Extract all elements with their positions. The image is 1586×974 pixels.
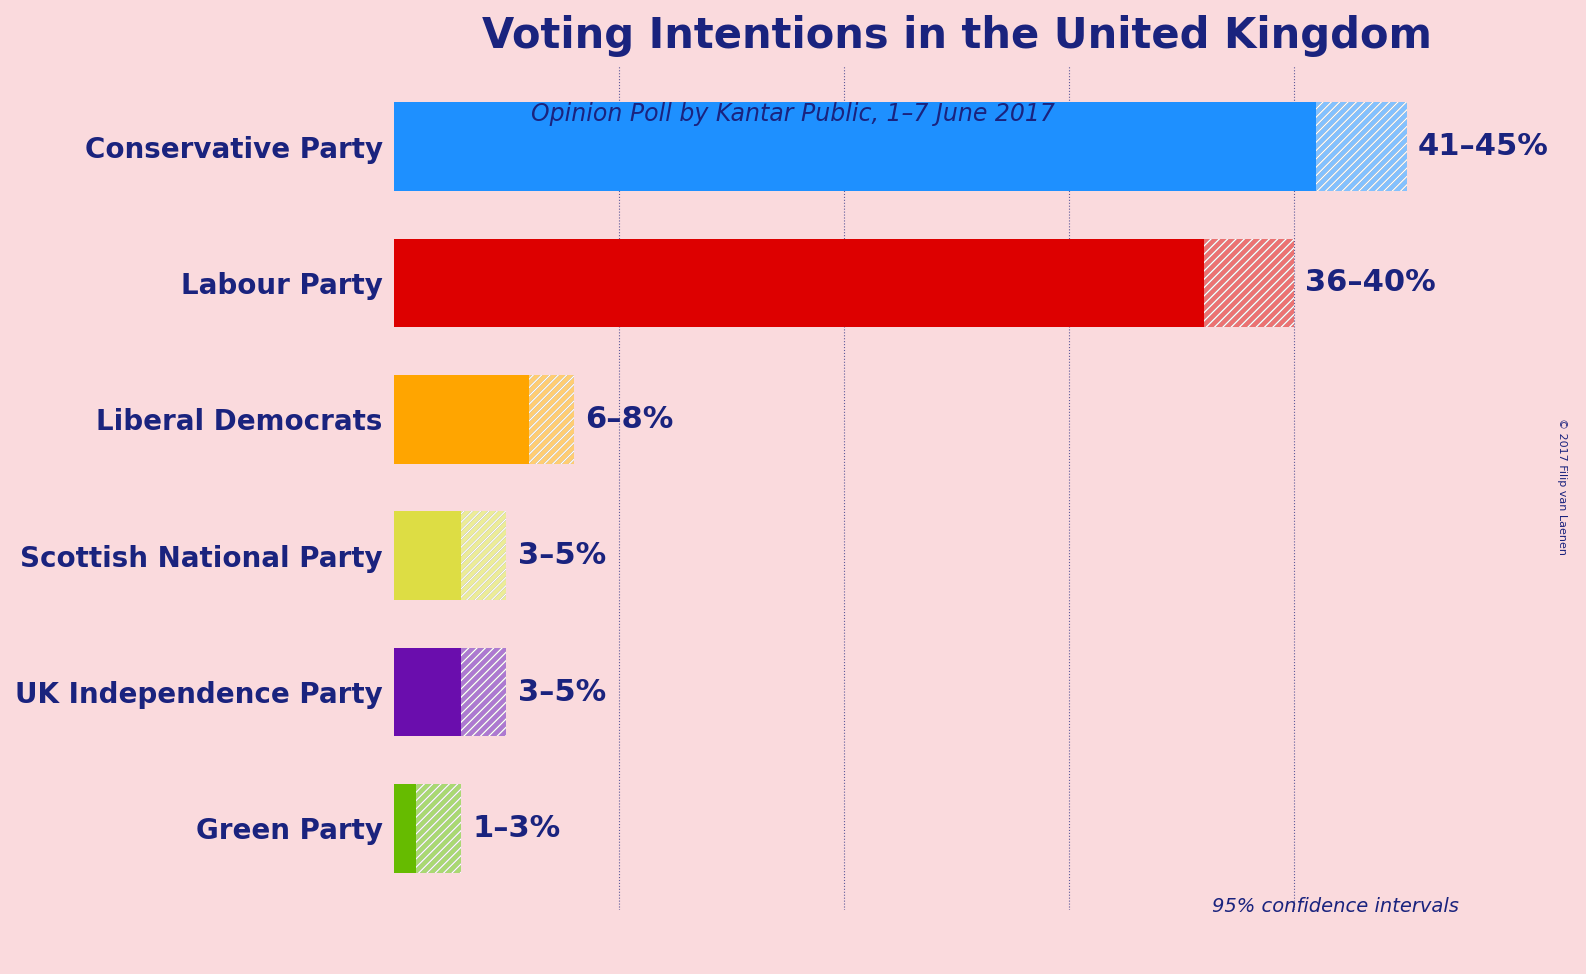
Bar bbox=[462, 511, 506, 600]
Bar bbox=[528, 375, 574, 464]
Bar bbox=[393, 102, 1316, 191]
Bar bbox=[462, 511, 506, 600]
Text: 1–3%: 1–3% bbox=[473, 814, 561, 843]
Text: 36–40%: 36–40% bbox=[1305, 269, 1435, 297]
Text: 41–45%: 41–45% bbox=[1418, 132, 1548, 161]
Bar bbox=[1316, 102, 1407, 191]
Bar bbox=[417, 784, 462, 873]
Bar bbox=[417, 784, 462, 873]
Bar bbox=[462, 648, 506, 736]
Bar bbox=[417, 784, 462, 873]
Text: Opinion Poll by Kantar Public, 1–7 June 2017: Opinion Poll by Kantar Public, 1–7 June … bbox=[531, 102, 1055, 127]
Bar bbox=[528, 375, 574, 464]
Text: 3–5%: 3–5% bbox=[517, 678, 606, 706]
Text: © 2017 Filip van Laenen: © 2017 Filip van Laenen bbox=[1557, 419, 1567, 555]
Bar bbox=[393, 784, 417, 873]
Text: 3–5%: 3–5% bbox=[517, 542, 606, 570]
Bar bbox=[462, 511, 506, 600]
Bar bbox=[1204, 239, 1294, 327]
Bar bbox=[1204, 239, 1294, 327]
Text: 95% confidence intervals: 95% confidence intervals bbox=[1212, 896, 1459, 916]
Bar bbox=[393, 648, 462, 736]
Bar bbox=[528, 375, 574, 464]
Bar bbox=[1316, 102, 1407, 191]
Bar bbox=[393, 511, 462, 600]
Bar bbox=[462, 648, 506, 736]
Bar bbox=[1316, 102, 1407, 191]
Title: Voting Intentions in the United Kingdom: Voting Intentions in the United Kingdom bbox=[482, 15, 1432, 57]
Bar bbox=[393, 239, 1204, 327]
Text: 6–8%: 6–8% bbox=[585, 405, 674, 433]
Bar bbox=[1204, 239, 1294, 327]
Bar bbox=[462, 648, 506, 736]
Bar bbox=[393, 375, 528, 464]
